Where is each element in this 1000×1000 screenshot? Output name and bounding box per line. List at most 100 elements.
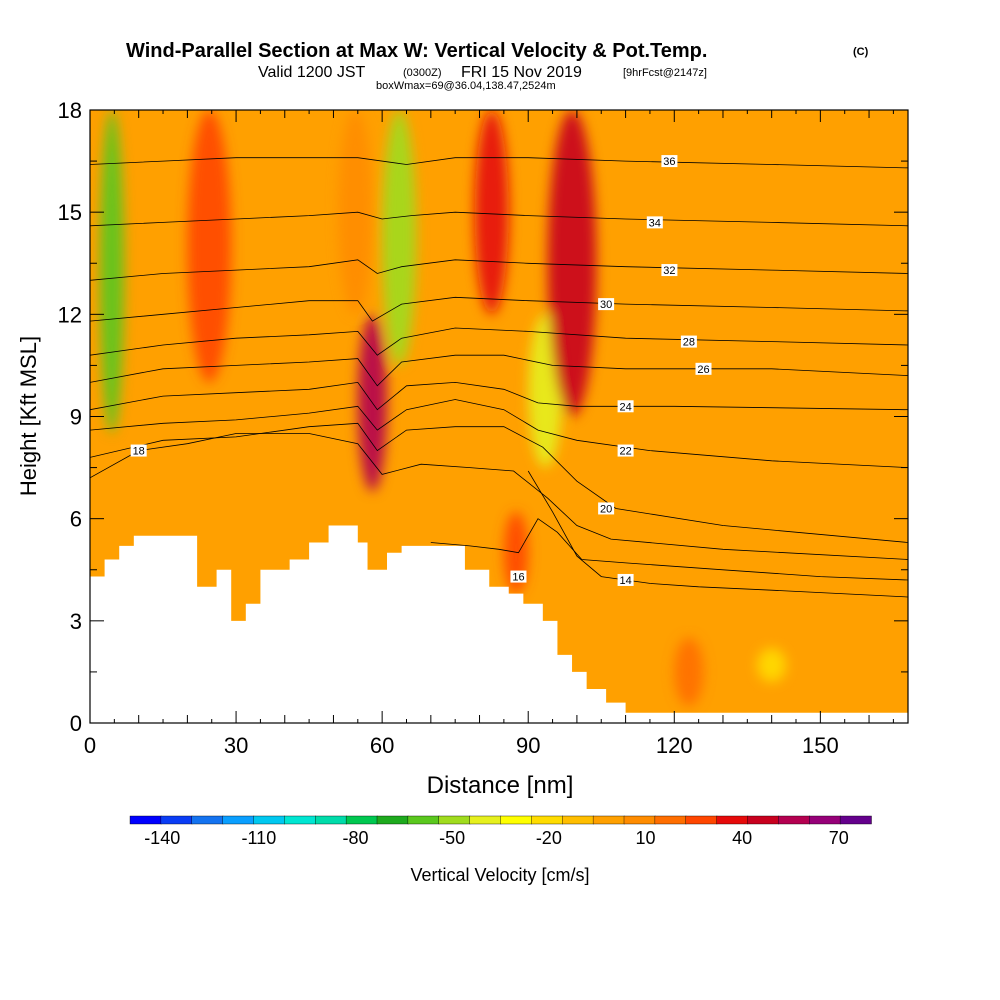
colorbar-swatch — [253, 815, 286, 825]
colorbar-swatch — [592, 815, 625, 825]
theta-contour-label-box — [617, 573, 634, 586]
colorbar-swatch — [160, 815, 193, 825]
x-tick-label: 60 — [370, 733, 394, 758]
theta-contour-line — [430, 518, 908, 581]
theta-contour-label-box — [598, 298, 615, 311]
y-tick-label: 3 — [70, 609, 82, 634]
theta-contour-label: 20 — [600, 503, 612, 515]
theta-contour-label-box — [661, 155, 678, 168]
colorbar-tick-label: 40 — [732, 828, 752, 848]
colorbar-swatch — [778, 815, 810, 825]
x-tick-label: 90 — [516, 733, 540, 758]
colorbar-swatch — [469, 815, 502, 825]
colorbar-tick-label: -140 — [144, 828, 180, 848]
colorbar-swatch — [129, 815, 162, 825]
colorbar-swatch — [191, 815, 224, 825]
y-tick-label: 15 — [58, 200, 82, 225]
subtitle-date: FRI 15 Nov 2019 — [461, 64, 582, 81]
theta-contour-label: 36 — [663, 156, 675, 168]
colorbar-tick-label: -80 — [343, 828, 369, 848]
colorbar-tick-label: 10 — [635, 828, 655, 848]
y-tick-label: 0 — [70, 711, 82, 736]
theta-contour-label-box — [680, 335, 697, 348]
velocity-field — [99, 110, 787, 706]
chart-title: Wind-Parallel Section at Max W: Vertical… — [126, 40, 707, 62]
colorbar-swatch — [623, 815, 656, 825]
theta-contour-label: 18 — [133, 446, 145, 458]
colorbar-swatch — [839, 815, 872, 825]
x-tick-label: 0 — [84, 733, 96, 758]
theta-contour-label-box — [646, 216, 663, 229]
x-axis-label: Distance [nm] — [427, 772, 574, 799]
theta-contour-line — [90, 354, 908, 387]
theta-contour-line — [90, 327, 908, 356]
theta-contour-label: 28 — [683, 337, 695, 349]
colorbar-swatch — [716, 815, 749, 825]
theta-contour-label: 26 — [697, 364, 709, 376]
theta-contour-label-box — [598, 502, 615, 515]
y-tick-label: 12 — [58, 302, 82, 327]
theta-contour-label-box — [661, 264, 678, 277]
colorbar-swatch — [685, 815, 718, 825]
theta-contour-label-box — [617, 444, 634, 457]
velocity-feature — [187, 110, 232, 383]
theta-contour-label: 22 — [619, 446, 631, 458]
colorbar-swatch — [345, 815, 378, 825]
colorbar-swatch — [531, 815, 563, 825]
theta-contour-label-box — [510, 570, 527, 583]
velocity-feature — [757, 648, 787, 683]
colorbar-swatch — [562, 815, 594, 825]
colorbar-tick-label: -110 — [242, 828, 277, 848]
subtitle-utc: (0300Z) — [403, 67, 442, 79]
subtitle-forecast: [9hrFcst@2147z] — [623, 67, 707, 79]
velocity-feature — [99, 110, 125, 434]
theta-contour-label: 34 — [649, 217, 661, 229]
colorbar: -140 -110 -80 -50 -20 10 40 70 — [129, 815, 872, 848]
colorbar-swatch — [315, 815, 347, 825]
colorbar-swatch — [407, 815, 440, 825]
theta-contour-label: 30 — [600, 299, 612, 311]
theta-contour-line — [90, 399, 908, 468]
colorbar-swatch — [284, 815, 316, 825]
colorbar-label: Vertical Velocity [cm/s] — [410, 865, 589, 885]
colorbar-tick-label: -20 — [536, 828, 562, 848]
y-axis-label: Height [Kft MSL] — [16, 336, 41, 496]
theta-contour-line — [90, 381, 908, 411]
terrain — [90, 525, 908, 723]
x-tick-label: 120 — [656, 733, 693, 758]
subtitle-valid: Valid 1200 JST — [258, 64, 366, 81]
theta-contour-label-box — [617, 400, 634, 413]
colorbar-swatch — [222, 815, 255, 825]
velocity-feature — [674, 637, 704, 706]
colorbar-swatch — [438, 815, 471, 825]
y-tick-label: 6 — [70, 507, 82, 532]
colorbar-swatch — [747, 815, 780, 825]
colorbar-swatch — [376, 815, 409, 825]
theta-contour-label: 24 — [619, 401, 631, 413]
theta-contour-line — [90, 296, 908, 322]
theta-contour-label: 16 — [512, 572, 524, 584]
theta-contour-label-box — [695, 362, 712, 375]
theta-contour-label: 14 — [619, 575, 631, 587]
colorbar-swatch — [654, 815, 687, 825]
y-tick-label: 9 — [70, 405, 82, 430]
colorbar-swatch — [500, 815, 533, 825]
theta-contour-label: 32 — [663, 265, 675, 277]
colorbar-swatch — [809, 815, 841, 825]
y-tick-label: 18 — [58, 98, 82, 123]
colorbar-tick-label: 70 — [829, 828, 849, 848]
x-tick-label: 150 — [802, 733, 839, 758]
theta-contour-line — [90, 433, 908, 560]
velocity-feature — [382, 110, 417, 366]
velocity-feature — [474, 110, 509, 315]
chart-title-mark: (C) — [853, 46, 869, 58]
theta-contour-line — [90, 259, 908, 281]
theta-contour-label-box — [130, 444, 147, 457]
subtitle-boxwmax: boxWmax=69@36.04,138.47,2524m — [376, 80, 556, 92]
x-tick-label: 30 — [224, 733, 248, 758]
theta-contours: 14 16 18 20 22 24 26 28 30 32 34 36 — [90, 155, 908, 598]
colorbar-tick-label: -50 — [439, 828, 465, 848]
velocity-feature — [547, 110, 597, 417]
